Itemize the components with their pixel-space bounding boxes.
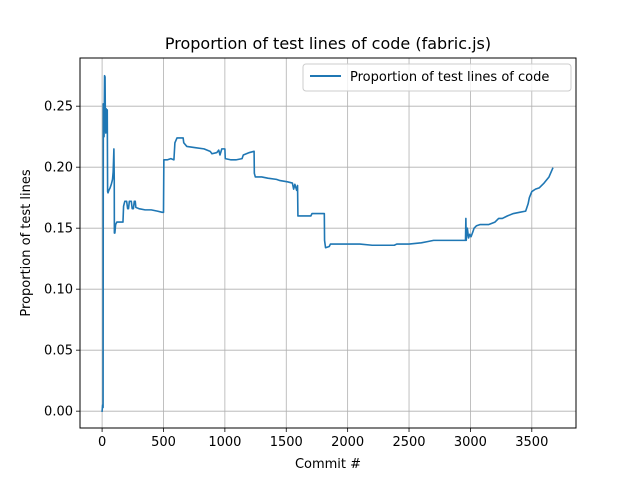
chart-title: Proportion of test lines of code (fabric… (165, 34, 491, 53)
y-tick-label: 0.10 (44, 283, 73, 298)
plot-frame (79, 57, 577, 429)
legend-box (302, 63, 572, 92)
y-tick-label: 0.05 (44, 344, 73, 359)
grid (80, 58, 576, 428)
x-tick-label: 2000 (331, 435, 364, 450)
y-tick-label: 0.25 (44, 100, 73, 115)
x-axis-ticks: 0 500 1000 1500 2000 2500 3000 3500 (98, 428, 548, 450)
y-tick-label: 0.20 (44, 161, 73, 176)
x-tick-label: 3000 (454, 435, 487, 450)
y-axis-label: Proportion of test lines (19, 169, 34, 316)
series-line (101, 74, 554, 413)
x-tick-label: 1500 (270, 435, 303, 450)
x-tick-label: 500 (151, 435, 176, 450)
y-tick-label: 0.00 (44, 405, 73, 420)
x-tick-label: 3500 (515, 435, 548, 450)
x-axis-label: Commit # (295, 457, 361, 472)
x-tick-label: 1000 (208, 435, 241, 450)
series-layer (101, 74, 554, 413)
y-axis-ticks: 0.00 0.05 0.10 0.15 0.20 0.25 (44, 100, 80, 420)
legend-entry-label: Proportion of test lines of code (350, 70, 549, 85)
x-tick-label: 2500 (392, 435, 425, 450)
y-tick-label: 0.15 (44, 222, 73, 237)
legend: Proportion of test lines of code (302, 63, 572, 92)
x-tick-label: 0 (98, 435, 106, 450)
